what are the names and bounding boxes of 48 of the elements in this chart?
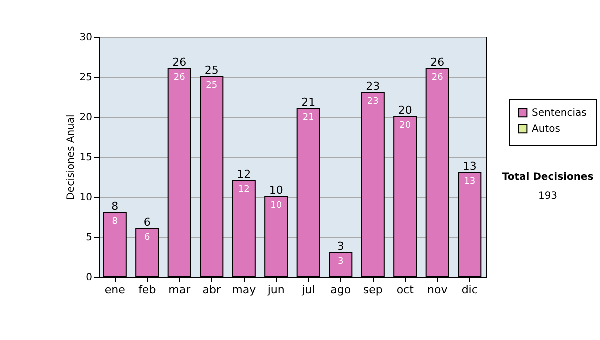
x-tick-label: dic [462,284,478,296]
data-label: 25 [206,81,218,91]
y-tick-label: 30 [80,32,92,44]
y-tick-label: 5 [86,232,92,244]
legend-label: Sentencias [532,108,587,119]
x-tick-label: oct [396,284,415,296]
total-label: 13 [462,160,477,173]
total-label: 12 [237,168,252,181]
y-tick-label: 15 [80,152,92,164]
x-tick-label: jul [301,284,316,296]
x-tick-label: jun [266,284,285,296]
data-label: 13 [464,177,476,187]
legend-label: Autos [532,124,560,135]
x-tick-label: feb [138,284,156,296]
data-label: 20 [400,121,412,131]
data-label: 10 [270,201,282,211]
text: Total Decisiones [501,172,595,183]
y-tick-label: 20 [80,112,92,124]
total-label: 23 [366,80,380,93]
total-label: 21 [302,96,316,109]
total-label: 3 [337,240,344,253]
data-label: 12 [238,185,250,195]
x-tick-label: mar [168,284,192,296]
total-label: 20 [398,104,412,117]
total-label: 6 [144,216,151,229]
x-tick-label: ene [104,284,126,296]
data-label: 3 [338,257,344,267]
x-tick-label: ago [330,284,352,296]
x-tick-label: sep [363,284,383,296]
y-tick-label: 10 [80,192,92,204]
total-label: 25 [204,64,219,77]
total-label: 10 [269,184,284,197]
y-tick-label: 25 [80,72,92,84]
x-tick-label: may [232,284,257,296]
y-axis-title: Decisiones Anual [66,114,77,200]
data-label: 26 [174,73,186,83]
x-tick-label: abr [202,284,222,296]
data-label: 21 [302,113,314,123]
text: 193 [537,191,559,202]
total-label: 26 [430,56,445,69]
total-label: 8 [112,200,119,213]
x-tick-label: nov [428,284,448,296]
total-label: 26 [172,56,187,69]
y-tick-label: 0 [86,272,92,284]
data-label: 26 [432,73,444,83]
data-label: 8 [112,217,118,227]
data-label: 23 [367,97,379,107]
data-label: 6 [144,233,151,243]
